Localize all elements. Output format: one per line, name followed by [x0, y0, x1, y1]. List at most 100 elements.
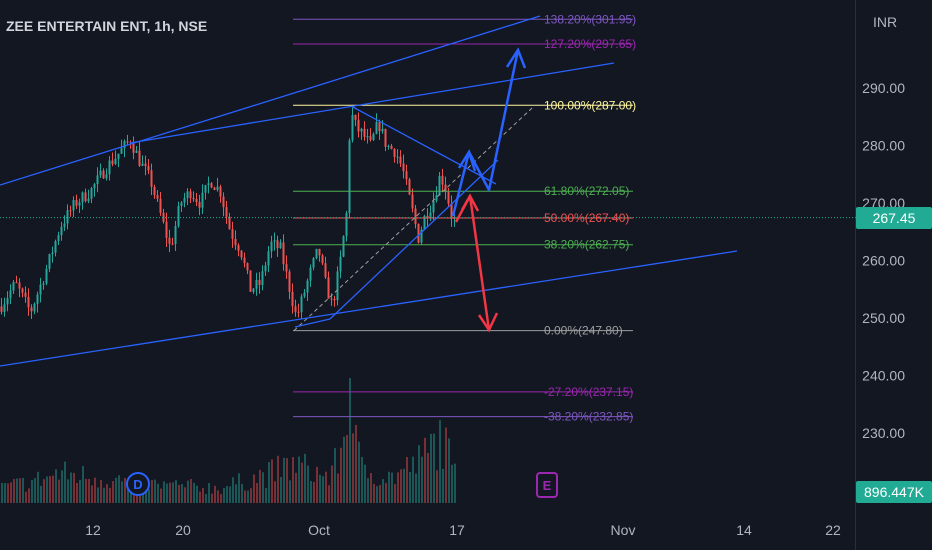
volume-bar: [163, 481, 165, 503]
bearish-arrow-head: [477, 312, 499, 333]
volume-bar: [382, 479, 384, 503]
currency-label: INR: [873, 14, 897, 30]
volume-bar: [391, 472, 393, 503]
volume-bar: [355, 425, 357, 503]
volume-bar: [166, 483, 168, 503]
volume-bar: [31, 480, 33, 503]
volume-bar: [433, 433, 435, 503]
candle: [288, 271, 291, 292]
price-tick-label: 290.00: [862, 80, 905, 96]
candle: [441, 175, 444, 185]
candle: [333, 298, 336, 301]
candle: [66, 210, 69, 224]
candle: [54, 241, 57, 253]
volume-bar: [25, 491, 27, 503]
volume-bar: [403, 468, 405, 503]
volume-bar: [238, 473, 240, 503]
volume-bar: [415, 473, 417, 503]
candle: [231, 229, 234, 239]
candle: [0, 306, 3, 312]
volume-bar: [397, 472, 399, 503]
volume-bar: [106, 483, 108, 503]
candle: [228, 216, 231, 230]
candle: [279, 242, 282, 249]
volume-bar: [292, 457, 294, 503]
volume-bar: [334, 448, 336, 503]
volume-bar: [373, 483, 375, 503]
candle: [156, 195, 159, 199]
candle: [120, 148, 123, 154]
time-tick-label: 12: [85, 522, 101, 538]
candle: [306, 280, 309, 293]
volume-bar: [250, 488, 252, 503]
candle: [240, 250, 243, 258]
candle: [216, 186, 219, 191]
volume-bar: [187, 480, 189, 503]
volume-bar: [394, 483, 396, 503]
volume-bar: [88, 479, 90, 503]
trend-line: [0, 250, 738, 367]
candle: [132, 143, 135, 153]
symbol-title: ZEE ENTERTAIN ENT, 1h, NSE: [6, 18, 208, 34]
volume-bar: [385, 482, 387, 503]
candle: [147, 166, 150, 171]
time-tick-label: 20: [175, 522, 191, 538]
candle: [213, 187, 216, 191]
candle: [45, 268, 48, 284]
volume-bar: [232, 477, 234, 503]
candle: [186, 191, 189, 199]
candle: [444, 184, 447, 193]
volume-bar: [19, 478, 21, 503]
volume-bar: [160, 488, 162, 503]
volume-bar: [79, 479, 81, 503]
volume-bar: [274, 481, 276, 503]
volume-bar: [283, 457, 285, 503]
candle: [111, 160, 114, 165]
candle: [57, 235, 60, 242]
volume-bar: [376, 486, 378, 503]
candle: [93, 184, 96, 189]
candle: [150, 170, 153, 187]
candle: [411, 194, 414, 209]
fib-level-label: 61.80%(272.05): [544, 184, 629, 198]
price-tick-label: 240.00: [862, 368, 905, 384]
volume-bar: [139, 491, 141, 503]
volume-bar: [112, 481, 114, 503]
candle: [300, 296, 303, 313]
bullish-arrow-head: [457, 149, 477, 172]
candle: [63, 223, 66, 227]
volume-bar: [310, 481, 312, 503]
time-tick-label: Oct: [308, 522, 330, 538]
earnings-marker-box: [536, 472, 558, 498]
volume-bar: [400, 469, 402, 503]
volume-bar: [172, 482, 174, 503]
candle: [21, 288, 24, 293]
candle: [324, 263, 327, 278]
candle: [237, 245, 240, 251]
candle: [294, 306, 297, 312]
time-axis[interactable]: 12 20 Oct 17 Nov 14 22: [85, 522, 841, 538]
volume-badge: 896.447K: [856, 481, 932, 503]
volume-bar: [409, 471, 411, 503]
volume-bar: [148, 489, 150, 503]
candle: [264, 265, 267, 272]
candle: [108, 160, 111, 175]
volume-bar: [208, 483, 210, 503]
candle: [105, 174, 108, 179]
volume-bar: [154, 479, 156, 503]
volume-bar: [193, 482, 195, 503]
volume-bar: [388, 471, 390, 503]
volume-bar: [445, 427, 447, 503]
volume-bar: [190, 478, 192, 503]
candle: [426, 215, 429, 219]
projection-arrows: [451, 47, 527, 333]
volume-bar: [277, 455, 279, 503]
volume-bar: [76, 482, 78, 503]
price-axis[interactable]: INR 230.00240.00250.00260.00270.00280.00…: [862, 14, 905, 441]
candle: [342, 236, 345, 257]
candle: [348, 140, 351, 213]
bullish-arrow: [451, 49, 520, 217]
